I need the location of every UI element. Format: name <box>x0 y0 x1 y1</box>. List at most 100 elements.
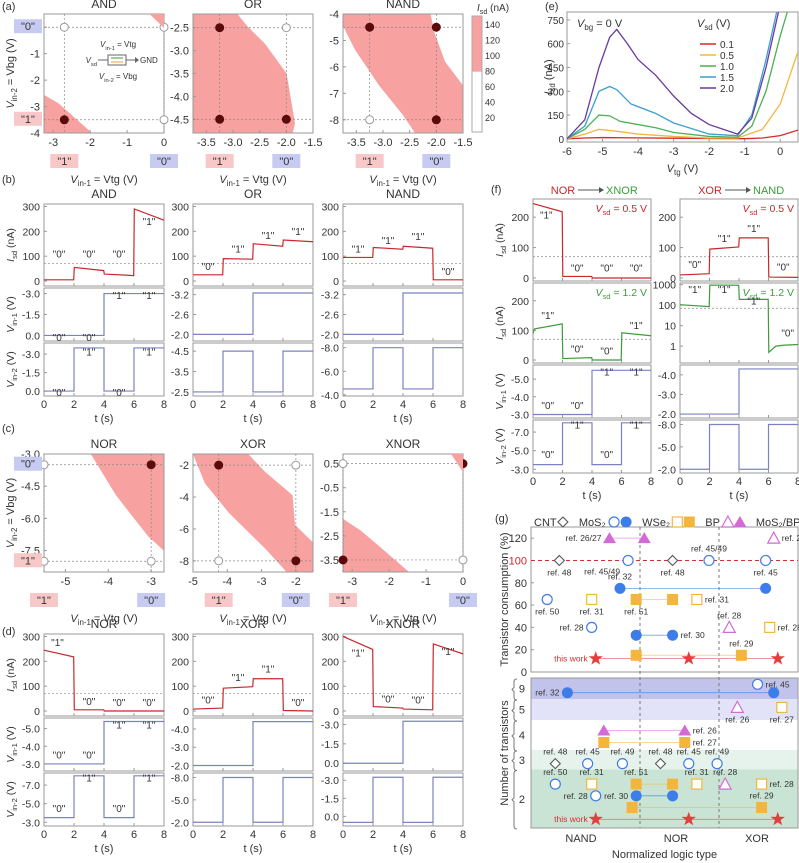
heatmap-nand: NAND -3.5 -3.0 -2.5 -2.0 -1.5 -4 -5 -6 -7 -8 "1" "0"… <box>329 0 472 188</box>
logic-point-off <box>338 459 348 469</box>
x-tick-label: 2 <box>220 399 226 411</box>
band-9 <box>531 678 798 699</box>
y-tick-label: 20 <box>515 645 527 657</box>
reference-label: this work <box>554 814 588 824</box>
logic-state-label: "0" <box>442 267 455 278</box>
circle-filled-marker <box>760 582 772 594</box>
panel-label-c: (c) <box>2 423 15 435</box>
logic-1-tag: "1" <box>204 593 233 607</box>
colorbar-tick: 140 <box>485 20 500 30</box>
series-line-2.0 <box>567 12 780 140</box>
on-region <box>149 14 164 28</box>
y-tick-label: 0 <box>183 276 189 288</box>
plot-frame <box>342 13 464 134</box>
diamond-open-marker <box>553 554 566 567</box>
y-tick-label: 60 <box>515 600 527 612</box>
vin2-trace <box>680 423 798 470</box>
x-tick-label: 4 <box>250 399 256 411</box>
x-tick-label: 4 <box>250 829 256 841</box>
triangle-filled-marker <box>637 532 651 544</box>
logic-tag-bg <box>355 154 384 168</box>
x-tick-label: 0 <box>161 137 167 149</box>
y-tick-label: 100 <box>22 251 40 263</box>
on-region <box>343 518 409 572</box>
x-tick-label: -2 <box>704 146 714 158</box>
logic-state-label: "1" <box>630 420 643 431</box>
y-tick-label: 200 <box>22 656 40 668</box>
logic-state-label: "0" <box>600 263 613 274</box>
logic-tag-text: "1" <box>212 595 226 607</box>
square-open-marker <box>671 516 683 528</box>
square-open-marker <box>691 593 703 606</box>
logic-tag-text: "0" <box>157 156 171 168</box>
x-tick-label: -3 <box>257 576 267 588</box>
vin2-trace <box>44 347 164 392</box>
x-tick-label: 6 <box>430 399 436 411</box>
y-tick-label: -7.0 <box>511 427 529 439</box>
reference-label: ref. 28 <box>713 767 737 777</box>
y-tick-label: -2.0 <box>171 329 189 341</box>
isd-trace-05v <box>532 202 651 279</box>
y-tick-label: -2 <box>179 460 189 472</box>
plot-frame <box>530 526 799 673</box>
reference-label: ref. 30 <box>681 630 705 640</box>
logic-state-label: "1" <box>232 673 245 684</box>
square-open-marker <box>586 778 598 790</box>
on-region <box>343 14 463 133</box>
logic-tag-text: "1" <box>21 555 35 567</box>
logic-state-label: "1" <box>630 321 643 332</box>
y-tick-label: -2.5 <box>171 387 189 399</box>
triangle-filled-marker <box>678 724 692 736</box>
x-tick-label: 6 <box>765 476 771 488</box>
logic-state-label: "1" <box>718 234 731 245</box>
y-tick-label: -2.0 <box>171 817 189 829</box>
logic-tag-bg <box>204 593 233 607</box>
y-tick-label: -6.0 <box>321 366 339 378</box>
logic-state-label: "0" <box>412 696 425 707</box>
arrow-icon <box>599 187 604 193</box>
series-line-0.1 <box>567 129 798 140</box>
y-axis-label: Vin-2 = Vbg (V) <box>5 478 19 548</box>
y-tick-label: -6 <box>179 524 189 536</box>
x-tick-label: 4 <box>400 829 406 841</box>
y-tick-label: 120 <box>509 533 527 545</box>
isd-trace-05v <box>679 237 799 278</box>
logic-state-label: "0" <box>53 804 66 815</box>
logic-tag-bg <box>422 154 451 168</box>
logic-point-on <box>431 115 441 125</box>
square-filled-marker <box>667 778 679 790</box>
y-axis-label: Isd (nA) <box>494 223 508 257</box>
y-tick-label: 0.0 <box>25 386 40 398</box>
logic-state-label: "1" <box>541 311 554 322</box>
x-tick-label: -1 <box>740 146 750 158</box>
y-tick-label: -2.5 <box>320 531 339 543</box>
circle-open-marker <box>541 593 553 606</box>
band-label: 4 <box>519 730 525 742</box>
logic-point-off <box>159 115 169 125</box>
logic-state-label: "0" <box>53 388 66 399</box>
on-region <box>44 94 92 133</box>
reference-label: ref. 26/27 <box>782 533 799 543</box>
series-line-0.5 <box>567 51 798 140</box>
x-axis-label: Vin-1 = Vtg (V) <box>369 613 436 627</box>
x-tick-label: 0 <box>460 576 466 588</box>
x-tick-label: -2.0 <box>277 137 296 149</box>
y-axis-label: Vin-1 (V) <box>5 296 19 333</box>
y-tick-label: 100 <box>511 325 529 337</box>
isd-trace <box>343 245 463 281</box>
y-axis-label: Vin-2 (V) <box>5 781 19 818</box>
circle-open-marker <box>622 554 634 567</box>
triangle-filled-marker <box>733 516 747 527</box>
logic-tag-bg <box>150 154 178 168</box>
y-tick-label: -2.6 <box>321 310 339 322</box>
y-tick-label: 0.0 <box>25 330 40 342</box>
colorbar: Isd (nA) 140 120 100 80 60 40 20 <box>471 3 509 133</box>
y-tick-label: -3.0 <box>22 289 40 301</box>
inset-left-label: Vsd <box>86 56 97 68</box>
colorbar-tick: 20 <box>485 113 495 123</box>
reference-label: ref. 45 <box>677 747 701 757</box>
x-tick-label: -3.0 <box>374 137 393 149</box>
logic-tag-bg <box>14 19 42 34</box>
logic-tag-bg <box>281 593 310 607</box>
y-tick-label: -3.0 <box>511 464 529 476</box>
